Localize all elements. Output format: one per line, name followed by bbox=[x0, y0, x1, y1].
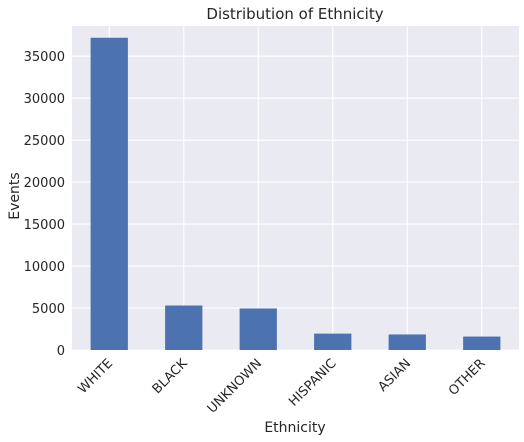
x-tick-label: ASIAN bbox=[375, 356, 414, 395]
y-tick-label: 35000 bbox=[24, 50, 65, 65]
y-tick-label: 10000 bbox=[24, 260, 65, 275]
x-axis-ticks: WHITE BLACK UNKNOWN HISPANIC ASIAN OTHER bbox=[75, 356, 488, 417]
x-tick-label: BLACK bbox=[150, 356, 191, 397]
y-axis-ticks: 0 5000 10000 15000 20000 25000 30000 35000 bbox=[24, 50, 65, 359]
x-tick-label: OTHER bbox=[446, 356, 489, 399]
x-tick-label: WHITE bbox=[75, 356, 116, 397]
bar-black bbox=[165, 306, 202, 350]
y-tick-label: 20000 bbox=[24, 176, 65, 191]
plot-area bbox=[72, 26, 519, 350]
y-tick-label: 15000 bbox=[24, 218, 65, 233]
bar-white bbox=[91, 38, 128, 350]
bar-other bbox=[463, 337, 500, 350]
x-tick-label: HISPANIC bbox=[286, 356, 339, 409]
y-tick-label: 30000 bbox=[24, 92, 65, 107]
x-axis-label: Ethnicity bbox=[264, 420, 325, 436]
y-tick-label: 5000 bbox=[32, 302, 65, 317]
y-axis-label: Events bbox=[7, 172, 23, 219]
bar-unknown bbox=[240, 308, 277, 350]
chart-title: Distribution of Ethnicity bbox=[206, 5, 383, 23]
bar-asian bbox=[389, 334, 426, 350]
x-tick-label: UNKNOWN bbox=[205, 356, 265, 416]
y-tick-label: 0 bbox=[57, 344, 65, 359]
bar-hispanic bbox=[314, 334, 351, 350]
y-tick-label: 25000 bbox=[24, 134, 65, 149]
